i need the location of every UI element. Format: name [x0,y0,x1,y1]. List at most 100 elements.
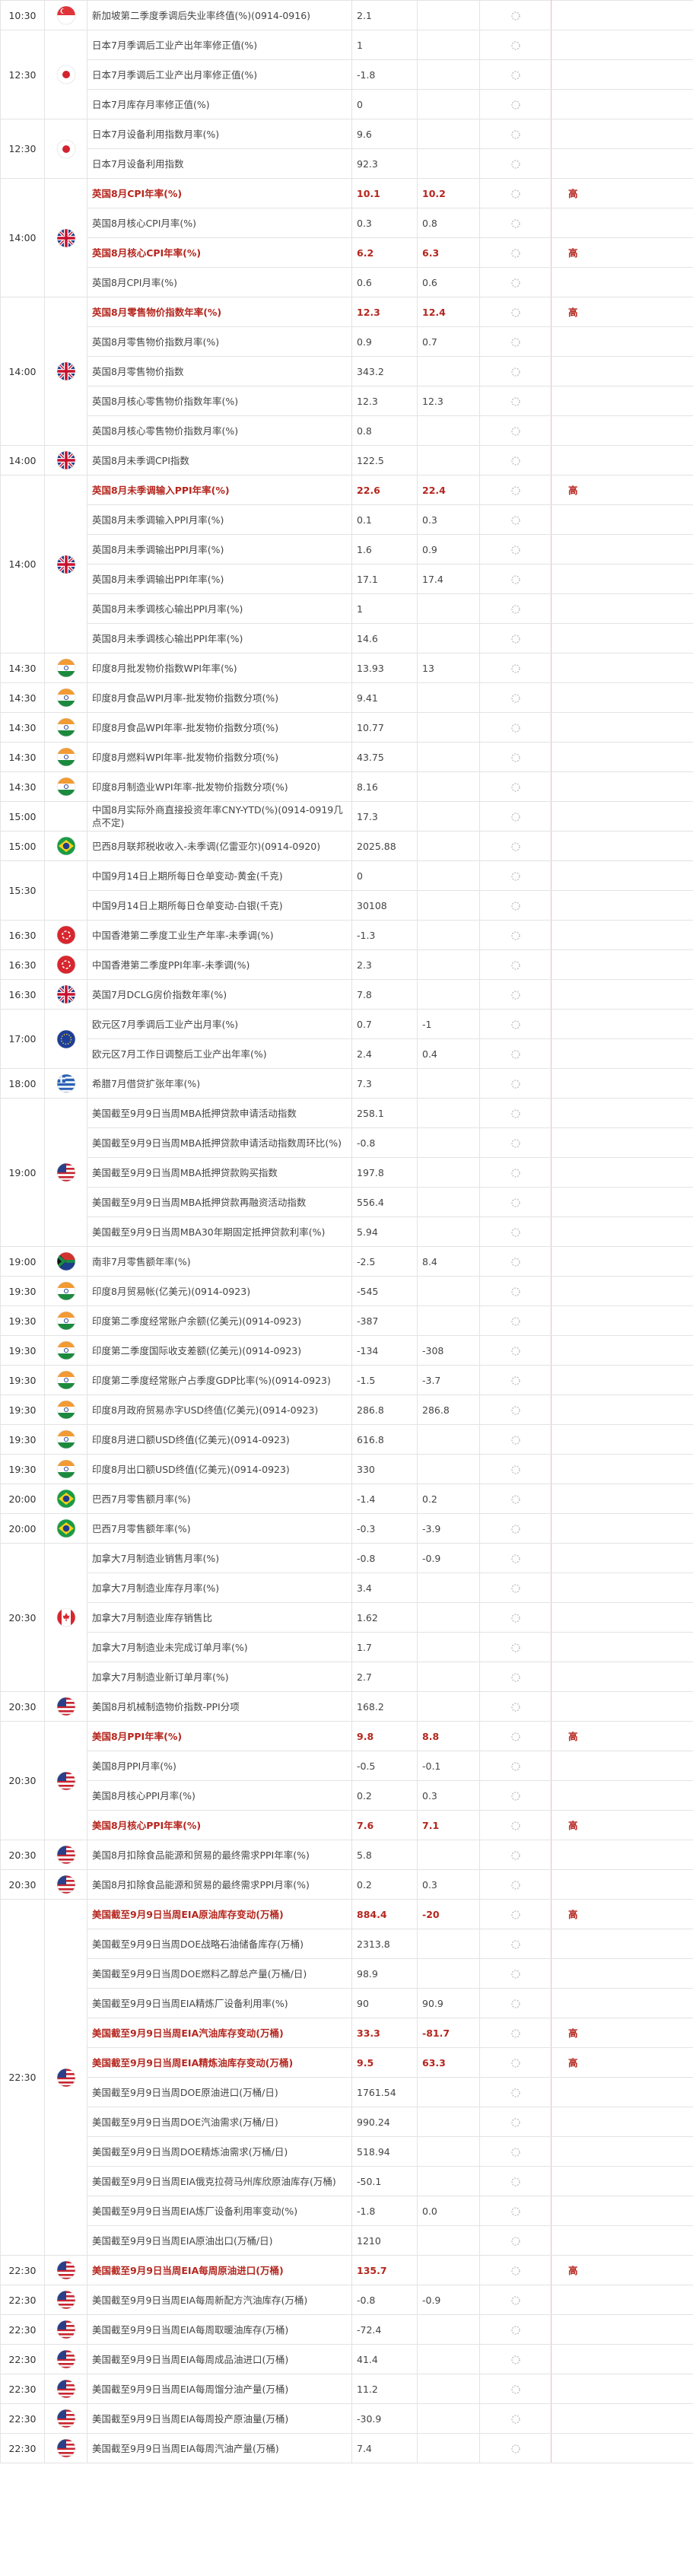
forecast-value [417,148,480,179]
actual-value [479,0,552,30]
event-time: 22:30 [0,2285,45,2315]
loading-icon [510,1495,520,1504]
country-flag [44,712,87,743]
previous-value: 556.4 [351,1187,418,1217]
importance [551,1305,693,1336]
forecast-value: 8.8 [417,1721,480,1751]
actual-value [479,1305,552,1336]
loading-icon [510,1614,520,1623]
event-name: 英国8月零售物价指数 [87,356,352,386]
actual-value [479,2433,552,2463]
event-row: 美国截至9月9日当周DOE精炼油需求(万桶/日) 518.94 [1,2136,693,2167]
forecast-value: -3.7 [417,1365,480,1395]
country-flag [44,682,87,713]
forecast-value [417,742,480,772]
flag [56,1489,75,1509]
actual-value [479,1543,552,1573]
forecast-value [417,356,480,386]
event-row: 美国截至9月9日当周MBA抵押贷款购买指数 197.8 [1,1157,693,1188]
forecast-value [417,979,480,1010]
loading-icon [510,1287,520,1296]
forecast-value: 286.8 [417,1395,480,1425]
forecast-value: 0.4 [417,1038,480,1069]
event-row: 欧元区7月工作日调整后工业产出年率(%) 2.4 0.4 [1,1038,693,1069]
event-name: 美国截至9月9日当周EIA汽油库存变动(万桶) [87,2018,352,2048]
actual-value [479,653,552,683]
loading-icon [510,1881,520,1890]
previous-value: 168.2 [351,1691,418,1722]
event-time: 22:30 [0,2255,45,2285]
event-row: 22:30 美国截至9月9日当周EIA每周投产原油量(万桶) -30.9 [0,2403,693,2434]
flag [56,2290,75,2310]
loading-icon [510,1169,520,1178]
importance [551,2196,693,2226]
event-row: 日本7月季调后工业产出月率修正值(%) -1.8 [1,59,693,90]
forecast-value [417,712,480,743]
event-name: 美国截至9月9日当周EIA每周新配方汽油库存(万桶) [87,2285,352,2315]
importance [551,712,693,743]
event-name: 加拿大7月制造业库存月率(%) [87,1573,352,1603]
actual-value [479,1751,552,1781]
loading-icon [510,1258,520,1267]
event-time: 14:00 [0,297,45,446]
loading-icon [510,397,520,406]
forecast-value [417,2136,480,2167]
flag [56,1608,75,1627]
importance [551,623,693,654]
event-row: 日本7月设备利用指数 92.3 [1,148,693,179]
previous-value: 0.2 [351,1869,418,1900]
forecast-value [417,1454,480,1484]
previous-value: 122.5 [351,445,418,475]
event-name: 美国截至9月9日当周EIA俄克拉荷马州库欣原油库存(万桶) [87,2166,352,2196]
flag [56,1430,75,1449]
event-time: 15:00 [0,801,45,832]
country-flag [44,2255,87,2285]
previous-value: 2.1 [351,0,418,30]
event-row: 22:30 美国截至9月9日当周EIA每周取暖油库存(万桶) -72.4 [0,2314,693,2345]
loading-icon [510,2148,520,2157]
importance [551,1513,693,1544]
event-name: 美国截至9月9日当周DOE燃料乙醇总产量(万桶/日) [87,1958,352,1989]
actual-value [479,2107,552,2137]
loading-icon [510,545,520,555]
event-name: 日本7月库存月率修正值(%) [87,89,352,119]
event-name: 英国8月未季调输入PPI月率(%) [87,504,352,535]
flag [56,1771,75,1790]
previous-value: 343.2 [351,356,418,386]
actual-value [479,534,552,564]
forecast-value: 12.4 [417,297,480,327]
country-flag [44,1869,87,1900]
actual-value [479,1335,552,1366]
flag [56,361,75,381]
event-time: 22:30 [0,2403,45,2434]
event-name: 英国8月核心CPI月率(%) [87,208,352,238]
country-flag [44,178,87,297]
event-name: 巴西7月零售额月率(%) [87,1484,352,1514]
loading-icon [510,71,520,80]
event-row: 美国截至9月9日当周MBA抵押贷款申请活动指数周环比(%) -0.8 [1,1127,693,1158]
loading-icon [510,1851,520,1860]
loading-icon [510,1109,520,1118]
actual-value [479,415,552,446]
loading-icon [510,1999,520,2008]
country-flag [44,949,87,980]
event-name: 印度8月制造业WPI年率-批发物价指数分项(%) [87,771,352,802]
actual-value [479,1216,552,1247]
loading-icon [510,991,520,1000]
event-row: 12:30 日本7月季调后工业产出年率修正值(%) 1 [0,30,693,119]
flag [56,555,75,574]
loading-icon [510,1821,520,1830]
event-name: 巴西8月联邦税收收入-未季调(亿雷亚尔)(0914-0920) [87,831,352,861]
country-flag [44,2344,87,2374]
actual-value [479,1513,552,1544]
actual-value [479,2166,552,2196]
actual-value [479,1098,552,1128]
event-time: 20:00 [0,1513,45,1544]
previous-value: 1210 [351,2225,418,2256]
forecast-value: 0.9 [417,534,480,564]
previous-value: -0.5 [351,1751,418,1781]
forecast-value [417,1929,480,1959]
actual-value [479,920,552,950]
event-row: 14:00 英国8月未季调输入PPI年率(%) 22.6 22.4 高 [0,475,693,654]
loading-icon [510,1673,520,1682]
